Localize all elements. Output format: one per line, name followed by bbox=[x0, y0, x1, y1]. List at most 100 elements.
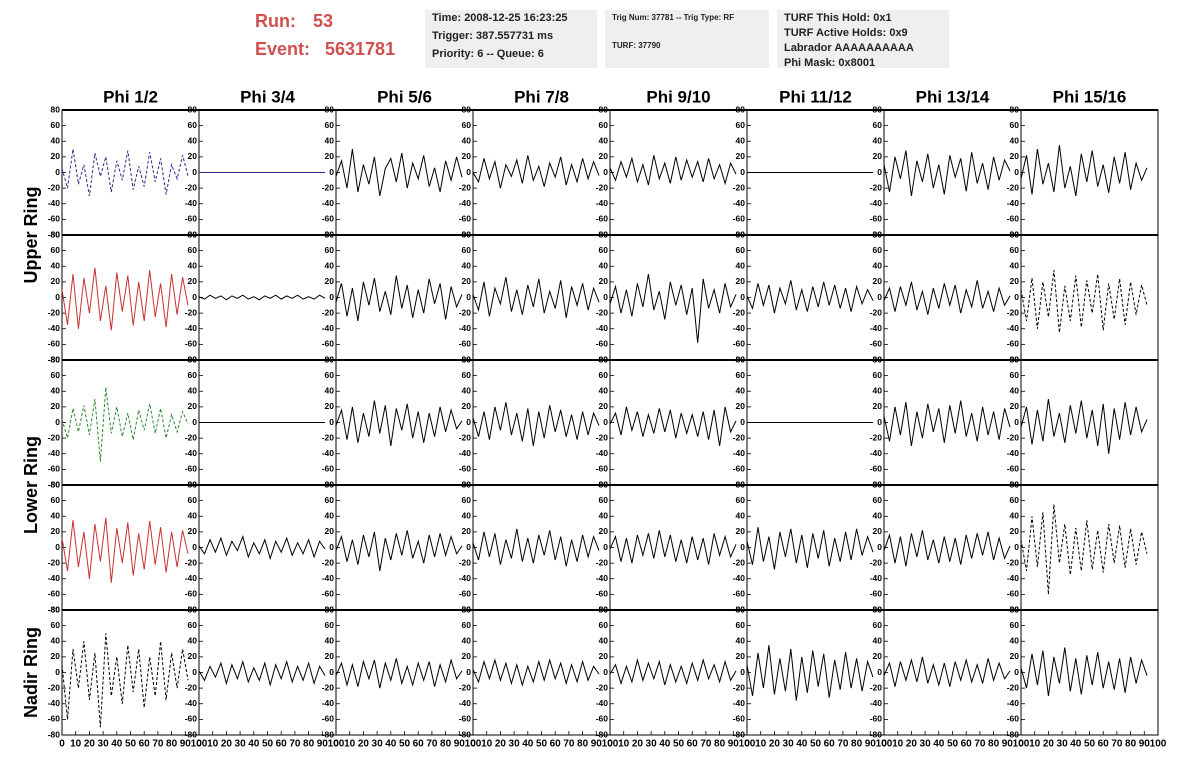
y-tick-label: -60 bbox=[733, 714, 746, 724]
x-tick-label: 40 bbox=[248, 739, 260, 750]
y-tick-label: -40 bbox=[459, 698, 472, 708]
waveform bbox=[335, 275, 463, 321]
y-tick-label: 40 bbox=[462, 136, 472, 146]
y-tick-label: 0 bbox=[55, 292, 60, 302]
y-tick-label: 60 bbox=[325, 245, 335, 255]
y-tick-label: -60 bbox=[870, 214, 883, 224]
y-tick-label: -80 bbox=[48, 479, 61, 489]
y-tick-label: -40 bbox=[48, 198, 61, 208]
y-tick-label: 0 bbox=[329, 167, 334, 177]
y-tick-label: -20 bbox=[185, 182, 198, 192]
y-tick-label: 20 bbox=[325, 401, 335, 411]
x-tick-label: 40 bbox=[796, 739, 808, 750]
y-tick-label: -60 bbox=[459, 339, 472, 349]
waveform bbox=[1020, 504, 1148, 595]
y-tick-label: 20 bbox=[462, 526, 472, 536]
y-tick-label: 80 bbox=[51, 479, 61, 489]
info-line: Trig Num: 37781 -- Trig Type: RF bbox=[612, 13, 734, 22]
x-tick-label: 50 bbox=[399, 739, 411, 750]
y-tick-label: 40 bbox=[462, 636, 472, 646]
y-tick-label: 0 bbox=[192, 667, 197, 677]
x-tick-label: 20 bbox=[495, 739, 507, 750]
x-tick-label: 80 bbox=[440, 739, 452, 750]
y-tick-label: 40 bbox=[462, 386, 472, 396]
y-tick-label: 40 bbox=[188, 511, 198, 521]
x-tick-label: 60 bbox=[824, 739, 836, 750]
y-tick-label: -60 bbox=[1007, 214, 1020, 224]
y-tick-label: 0 bbox=[55, 417, 60, 427]
y-tick-label: 40 bbox=[188, 386, 198, 396]
y-tick-label: 60 bbox=[325, 495, 335, 505]
panel-frame bbox=[335, 484, 474, 611]
y-tick-label: 40 bbox=[1010, 636, 1020, 646]
y-tick-label: 20 bbox=[325, 651, 335, 661]
x-tick-label: 20 bbox=[358, 739, 370, 750]
x-tick-label: 90 bbox=[454, 739, 466, 750]
panel-frame bbox=[883, 484, 1022, 611]
x-tick-label: 10 bbox=[618, 739, 630, 750]
y-tick-label: -60 bbox=[870, 464, 883, 474]
y-tick-label: 0 bbox=[603, 292, 608, 302]
panel-frame bbox=[335, 359, 474, 486]
y-tick-label: 40 bbox=[736, 136, 746, 146]
x-tick-label: 100 bbox=[602, 739, 619, 750]
y-tick-label: 20 bbox=[325, 151, 335, 161]
y-tick-label: 0 bbox=[877, 167, 882, 177]
y-tick-label: 20 bbox=[599, 526, 609, 536]
y-tick-label: 60 bbox=[873, 370, 883, 380]
panel-frame bbox=[472, 109, 611, 236]
column-title: Phi 15/16 bbox=[1053, 87, 1127, 106]
row-label: Upper Ring bbox=[21, 187, 41, 284]
x-tick-label: 10 bbox=[892, 739, 904, 750]
x-tick-label: 30 bbox=[372, 739, 384, 750]
y-tick-label: -20 bbox=[596, 557, 609, 567]
y-tick-label: -40 bbox=[185, 573, 198, 583]
x-tick-label: 60 bbox=[687, 739, 699, 750]
y-tick-label: 40 bbox=[462, 511, 472, 521]
y-tick-label: -60 bbox=[322, 339, 335, 349]
y-tick-label: 20 bbox=[188, 151, 198, 161]
y-tick-label: 60 bbox=[188, 245, 198, 255]
x-tick-label: 10 bbox=[344, 739, 356, 750]
waveform bbox=[335, 530, 463, 571]
info-line: TURF: 37790 bbox=[612, 41, 661, 50]
y-tick-label: -80 bbox=[733, 729, 746, 739]
y-tick-label: -80 bbox=[870, 729, 883, 739]
y-tick-label: -40 bbox=[1007, 448, 1020, 458]
y-tick-label: 20 bbox=[188, 651, 198, 661]
x-tick-label: 20 bbox=[632, 739, 644, 750]
y-tick-label: 40 bbox=[736, 386, 746, 396]
y-tick-label: -40 bbox=[322, 323, 335, 333]
waveform bbox=[1020, 399, 1148, 454]
y-tick-label: -60 bbox=[1007, 339, 1020, 349]
column-title: Phi 5/6 bbox=[377, 87, 432, 106]
info-line: TURF This Hold: 0x1 bbox=[784, 12, 892, 24]
x-tick-label: 50 bbox=[810, 739, 822, 750]
y-tick-label: -60 bbox=[48, 339, 61, 349]
y-tick-label: -40 bbox=[870, 698, 883, 708]
x-tick-label: 0 bbox=[744, 739, 750, 750]
y-tick-label: -80 bbox=[1007, 729, 1020, 739]
info-line: TURF Active Holds: 0x9 bbox=[784, 27, 908, 39]
y-tick-label: -20 bbox=[1007, 682, 1020, 692]
panel-frame bbox=[61, 109, 200, 236]
y-tick-label: -60 bbox=[1007, 464, 1020, 474]
y-tick-label: -40 bbox=[185, 448, 198, 458]
x-tick-label: 10 bbox=[755, 739, 767, 750]
y-tick-label: -60 bbox=[459, 464, 472, 474]
x-tick-label: 50 bbox=[536, 739, 548, 750]
y-tick-label: 60 bbox=[873, 495, 883, 505]
y-tick-label: 20 bbox=[51, 401, 61, 411]
y-tick-label: 60 bbox=[599, 370, 609, 380]
y-tick-label: -60 bbox=[733, 589, 746, 599]
y-tick-label: -20 bbox=[733, 557, 746, 567]
x-tick-label: 70 bbox=[837, 739, 849, 750]
y-tick-label: -20 bbox=[733, 307, 746, 317]
x-tick-label: 60 bbox=[139, 739, 151, 750]
y-tick-label: -60 bbox=[322, 214, 335, 224]
y-tick-label: -40 bbox=[48, 448, 61, 458]
panel-frame bbox=[472, 484, 611, 611]
y-tick-label: 60 bbox=[873, 245, 883, 255]
y-tick-label: 60 bbox=[462, 245, 472, 255]
y-tick-label: -40 bbox=[48, 573, 61, 583]
